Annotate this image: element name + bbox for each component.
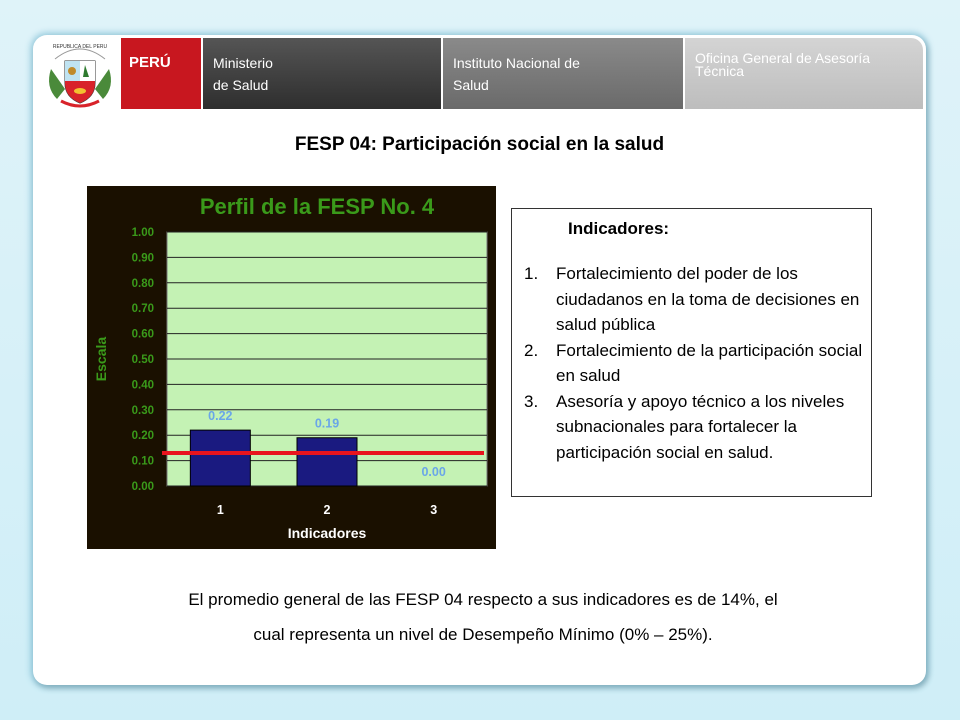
x-tick-label: 1 [217, 503, 224, 517]
bar [189, 429, 251, 487]
coat-of-arms-icon: REPUBLICA DEL PERU [49, 44, 111, 108]
indicator-item: 1. Fortalecimiento del poder de los ciuda… [524, 264, 860, 334]
y-tick-label: 0.40 [132, 379, 154, 391]
y-tick-label: 0.80 [132, 278, 154, 290]
y-tick-label: 0.90 [132, 252, 154, 264]
y-tick-label: 0.30 [132, 405, 154, 417]
bar-chart: Perfil de la FESP No. 4 0.00 0.10 0.20 0.30 0… [87, 186, 496, 549]
ministry-label: Ministerio de Salud [203, 38, 441, 109]
y-tick-label: 1.00 [132, 227, 154, 239]
bar [296, 437, 358, 487]
slide-title: FESP 04: Participación social en la salu… [294, 134, 665, 155]
y-tick-label: 0.00 [132, 481, 154, 493]
indicators-list: 1. Fortalecimiento del poder de los ciuda… [524, 261, 864, 465]
country-label: PERÚ [121, 38, 201, 109]
x-tick-label: 2 [324, 503, 331, 517]
summary-text: El promedio general de las FESP 04 respe… [188, 590, 778, 644]
y-axis-label: Escala [93, 337, 109, 382]
x-tick-label: 3 [430, 503, 437, 517]
indicators-heading: Indicadores: [568, 219, 670, 238]
slide-card: REPUBLICA DEL PERU PERÚ Ministerio de Sal… [33, 35, 926, 685]
data-label: 0.19 [315, 417, 339, 431]
y-tick-label: 0.70 [132, 303, 154, 315]
institute-label: Instituto Nacional de Salud [443, 38, 683, 109]
indicator-item: 2. Fortalecimiento de la participación so… [524, 340, 863, 386]
data-label: 0.00 [421, 465, 445, 479]
chart-title: Perfil de la FESP No. 4 [200, 194, 435, 219]
y-tick-label: 0.60 [132, 329, 154, 341]
indicator-item: 3. Asesoría y apoyo técnico a los niveles… [524, 391, 845, 462]
data-label: 0.22 [208, 409, 232, 423]
y-tick-label: 0.10 [132, 456, 154, 468]
header-banner: REPUBLICA DEL PERU PERÚ Ministerio de Sal… [33, 35, 926, 113]
y-tick-label: 0.20 [132, 430, 154, 442]
x-axis-label: Indicadores [288, 525, 367, 541]
y-tick-label: 0.50 [132, 354, 154, 366]
office-label: Oficina General de Asesoría Técnica [685, 38, 923, 109]
indicators-box: Indicadores: 1. Fortalecimiento del poder… [511, 208, 872, 497]
crest-text: REPUBLICA DEL PERU [53, 44, 108, 50]
chart-svg: Perfil de la FESP No. 4 0.00 0.10 0.20 0.30 0… [87, 186, 496, 549]
